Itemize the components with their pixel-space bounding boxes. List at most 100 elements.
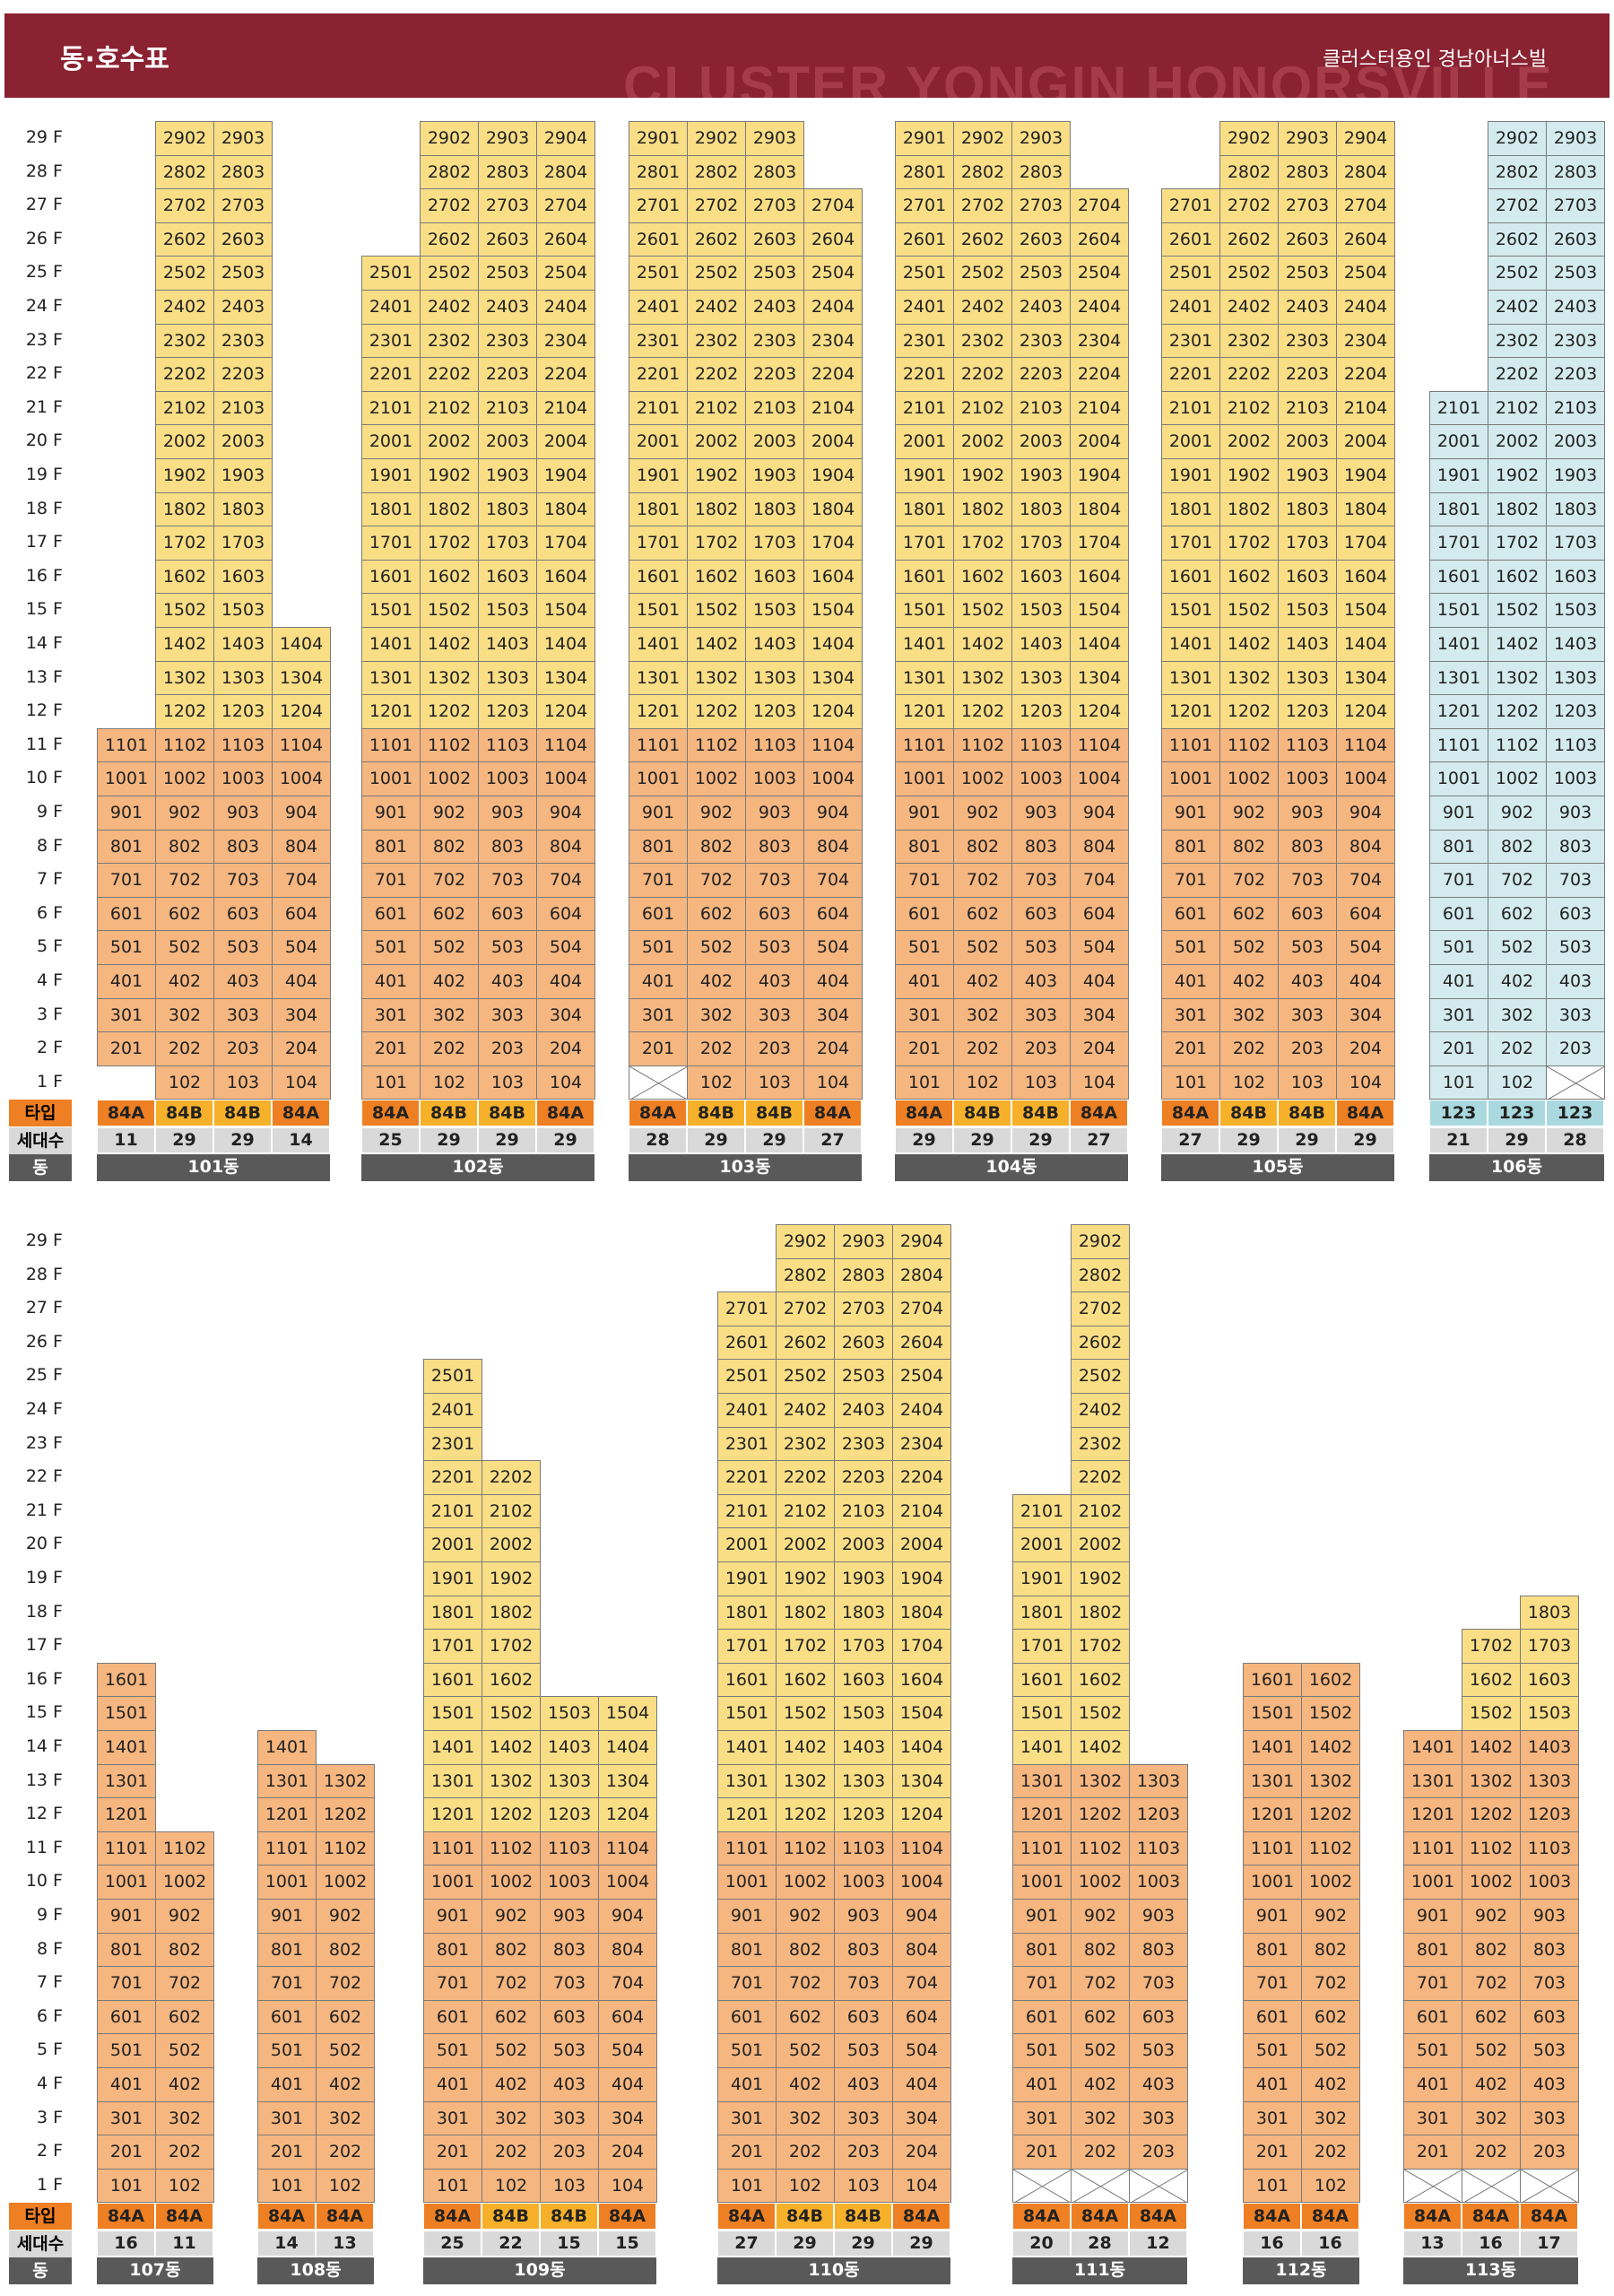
unit-cell: 802 [1071, 1932, 1130, 1968]
unit-cell: 803 [834, 1932, 893, 1968]
unit-cell: 1202 [953, 694, 1012, 729]
unit-cell: 102 [687, 1065, 746, 1100]
unit-cell: 1703 [213, 526, 273, 561]
unit-cell: 502 [316, 2033, 375, 2068]
unit-cell: 1503 [478, 593, 537, 628]
unit-cell: 1303 [213, 660, 273, 696]
unit-cell: 1103 [1520, 1831, 1579, 1866]
unit-type-cell: 84A [598, 2203, 656, 2231]
unit-type-cell: 84A [892, 2203, 950, 2231]
unit-cell: 1901 [1161, 458, 1220, 493]
unit-cell: 1601 [1243, 1662, 1302, 1698]
unit-cell: 2603 [834, 1325, 893, 1361]
unit-cell: 201 [97, 1031, 156, 1066]
unit-type-cell: 84B [745, 1100, 803, 1127]
unit-cell: 1504 [536, 593, 595, 628]
unit-cell: 804 [536, 829, 595, 865]
unit-cell: 403 [834, 2067, 893, 2102]
unit-cell: 303 [745, 997, 804, 1033]
unit-type-cell: 123 [1488, 1100, 1546, 1127]
unit-type-cell: 84A [97, 2203, 155, 2231]
unit-cell: 604 [598, 1999, 657, 2035]
unit-cell: 1904 [892, 1561, 951, 1596]
floor-label: 29 F [25, 127, 63, 147]
unit-cell: 2204 [1336, 357, 1395, 392]
unit-cell: 2303 [1278, 323, 1337, 359]
unit-cell: 1602 [420, 559, 479, 595]
unit-cell: 702 [1488, 863, 1547, 898]
unit-cell: 1501 [1161, 593, 1220, 628]
unit-cell: 1801 [895, 491, 954, 527]
unit-cell: 704 [892, 1966, 951, 2001]
unit-cell: 1103 [1546, 727, 1605, 763]
unit-cell: 1203 [478, 694, 537, 729]
unit-cell: 1003 [540, 1865, 599, 1900]
unit-cell: 2902 [420, 121, 479, 156]
unit-cell: 202 [155, 1031, 214, 1066]
unit-cell: 2701 [629, 188, 688, 223]
unit-cell: 2303 [478, 323, 537, 359]
floor-label: 3 F [36, 2107, 63, 2127]
unit-cell: 203 [1278, 1031, 1337, 1066]
unit-cell: 2102 [687, 390, 746, 426]
floor-label: 5 F [36, 2039, 63, 2060]
unit-cell: 2902 [155, 121, 214, 156]
unit-cell: 201 [1403, 2135, 1462, 2170]
unit-cell: 2803 [478, 154, 537, 190]
floor-label: 4 F [36, 2074, 63, 2093]
unit-cell: 501 [423, 2033, 482, 2068]
unit-cell: 2903 [478, 121, 537, 156]
unit-cell: 1301 [257, 1763, 317, 1799]
unit-cell: 2003 [213, 424, 273, 459]
unit-cell: 1101 [97, 1831, 156, 1866]
unit-cell: 1102 [482, 1831, 541, 1866]
floor-label: 15 F [25, 599, 63, 620]
households-row-label: 세대수 [9, 2231, 72, 2258]
unit-cell: 1802 [953, 491, 1012, 527]
unit-cell: 701 [1429, 863, 1488, 898]
unit-cell: 201 [717, 2135, 777, 2170]
unit-cell: 1001 [1012, 1865, 1072, 1900]
household-count-cell: 11 [155, 2231, 213, 2257]
unit-cell: 601 [97, 896, 156, 932]
unit-cell: 601 [1012, 1999, 1072, 2035]
unit-cell: 2004 [536, 424, 595, 459]
unit-cell: 1802 [482, 1595, 541, 1631]
unit-cell: 2203 [213, 357, 273, 392]
unit-cell: 2403 [1011, 290, 1071, 325]
floor-label: 28 F [25, 1264, 63, 1284]
unit-cell: 1001 [1243, 1865, 1302, 1900]
unit-cell: 704 [536, 863, 595, 898]
unit-cell: 102 [1488, 1065, 1547, 1100]
building-label: 104동 [895, 1154, 1128, 1182]
unit-cell: 2103 [745, 390, 804, 426]
unit-cell: 2002 [482, 1527, 541, 1562]
unit-cell: 1202 [1301, 1797, 1360, 1832]
unit-cell: 503 [834, 2033, 893, 2068]
unit-cell: 2402 [420, 290, 479, 325]
unit-cell: 2203 [1278, 357, 1337, 392]
unit-cell: 801 [717, 1932, 777, 1968]
unit-cell: 701 [717, 1966, 777, 2001]
unit-cell: 2302 [953, 323, 1012, 359]
unit-cell: 1003 [1520, 1865, 1579, 1900]
unit-cell: 601 [1403, 1999, 1462, 2035]
unit-cell: 1204 [803, 694, 863, 729]
floor-label: 10 F [25, 768, 63, 788]
household-count-cell: 27 [803, 1127, 862, 1154]
unit-cell: 2903 [1546, 121, 1605, 156]
unit-cell: 2401 [423, 1393, 482, 1428]
unit-cell: 1002 [482, 1865, 541, 1900]
unit-cell: 701 [97, 1966, 156, 2001]
unit-cell: 2802 [953, 154, 1012, 190]
unit-cell: 601 [717, 1999, 777, 2035]
unit-cell: 1302 [1488, 660, 1547, 696]
unit-cell: 1402 [155, 627, 214, 662]
unit-cell: 1702 [1071, 1629, 1130, 1664]
unit-cell: 2602 [1488, 222, 1547, 257]
unit-cell: 202 [1301, 2135, 1360, 2170]
unit-cell: 902 [155, 1899, 214, 1934]
unit-cell: 2302 [776, 1426, 835, 1462]
floor-label: 4 F [36, 970, 63, 990]
unit-cell: 401 [1012, 2067, 1072, 2102]
